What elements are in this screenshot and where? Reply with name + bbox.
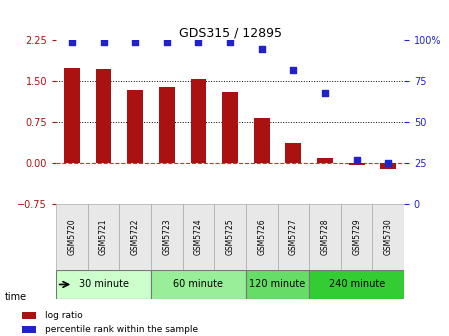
Point — [68, 39, 75, 45]
FancyBboxPatch shape — [183, 204, 214, 270]
Bar — [317, 158, 333, 163]
Text: GSM5724: GSM5724 — [194, 219, 203, 255]
FancyBboxPatch shape — [56, 270, 151, 299]
Text: GSM5721: GSM5721 — [99, 219, 108, 255]
Text: log ratio: log ratio — [45, 311, 83, 320]
Bar — [64, 68, 80, 163]
Point — [163, 39, 171, 45]
FancyBboxPatch shape — [88, 204, 119, 270]
FancyBboxPatch shape — [119, 204, 151, 270]
Text: 240 minute: 240 minute — [329, 280, 385, 290]
Text: time: time — [4, 292, 26, 302]
Bar — [190, 79, 207, 163]
Point — [385, 161, 392, 166]
FancyBboxPatch shape — [246, 270, 309, 299]
FancyBboxPatch shape — [341, 204, 373, 270]
FancyBboxPatch shape — [277, 204, 309, 270]
Text: GSM5722: GSM5722 — [131, 219, 140, 255]
Text: 30 minute: 30 minute — [79, 280, 128, 290]
Title: GDS315 / 12895: GDS315 / 12895 — [179, 26, 282, 39]
FancyBboxPatch shape — [56, 204, 88, 270]
Text: GSM5730: GSM5730 — [384, 219, 393, 255]
FancyBboxPatch shape — [309, 270, 404, 299]
Text: GSM5723: GSM5723 — [163, 219, 172, 255]
Text: GSM5726: GSM5726 — [257, 219, 266, 255]
Text: 60 minute: 60 minute — [173, 280, 224, 290]
Point — [321, 90, 329, 95]
Point — [258, 46, 265, 51]
Text: GSM5725: GSM5725 — [225, 219, 235, 255]
Point — [353, 157, 360, 163]
Point — [290, 67, 297, 73]
Bar — [96, 69, 111, 163]
Bar — [128, 89, 143, 163]
FancyBboxPatch shape — [151, 204, 183, 270]
Point — [132, 39, 139, 45]
FancyBboxPatch shape — [214, 204, 246, 270]
Bar — [286, 143, 301, 163]
Text: GSM5727: GSM5727 — [289, 219, 298, 255]
Bar — [254, 119, 270, 163]
Text: percentile rank within the sample: percentile rank within the sample — [45, 325, 198, 334]
Text: 120 minute: 120 minute — [250, 280, 306, 290]
Bar — [349, 163, 365, 166]
Text: GSM5729: GSM5729 — [352, 219, 361, 255]
Bar — [222, 92, 238, 163]
Bar — [380, 163, 396, 169]
Point — [226, 39, 233, 45]
FancyBboxPatch shape — [246, 204, 277, 270]
Point — [195, 39, 202, 45]
Point — [100, 39, 107, 45]
Bar — [159, 87, 175, 163]
Text: GSM5720: GSM5720 — [67, 219, 76, 255]
FancyBboxPatch shape — [373, 204, 404, 270]
Text: GSM5728: GSM5728 — [321, 219, 330, 255]
FancyBboxPatch shape — [309, 204, 341, 270]
FancyBboxPatch shape — [151, 270, 246, 299]
